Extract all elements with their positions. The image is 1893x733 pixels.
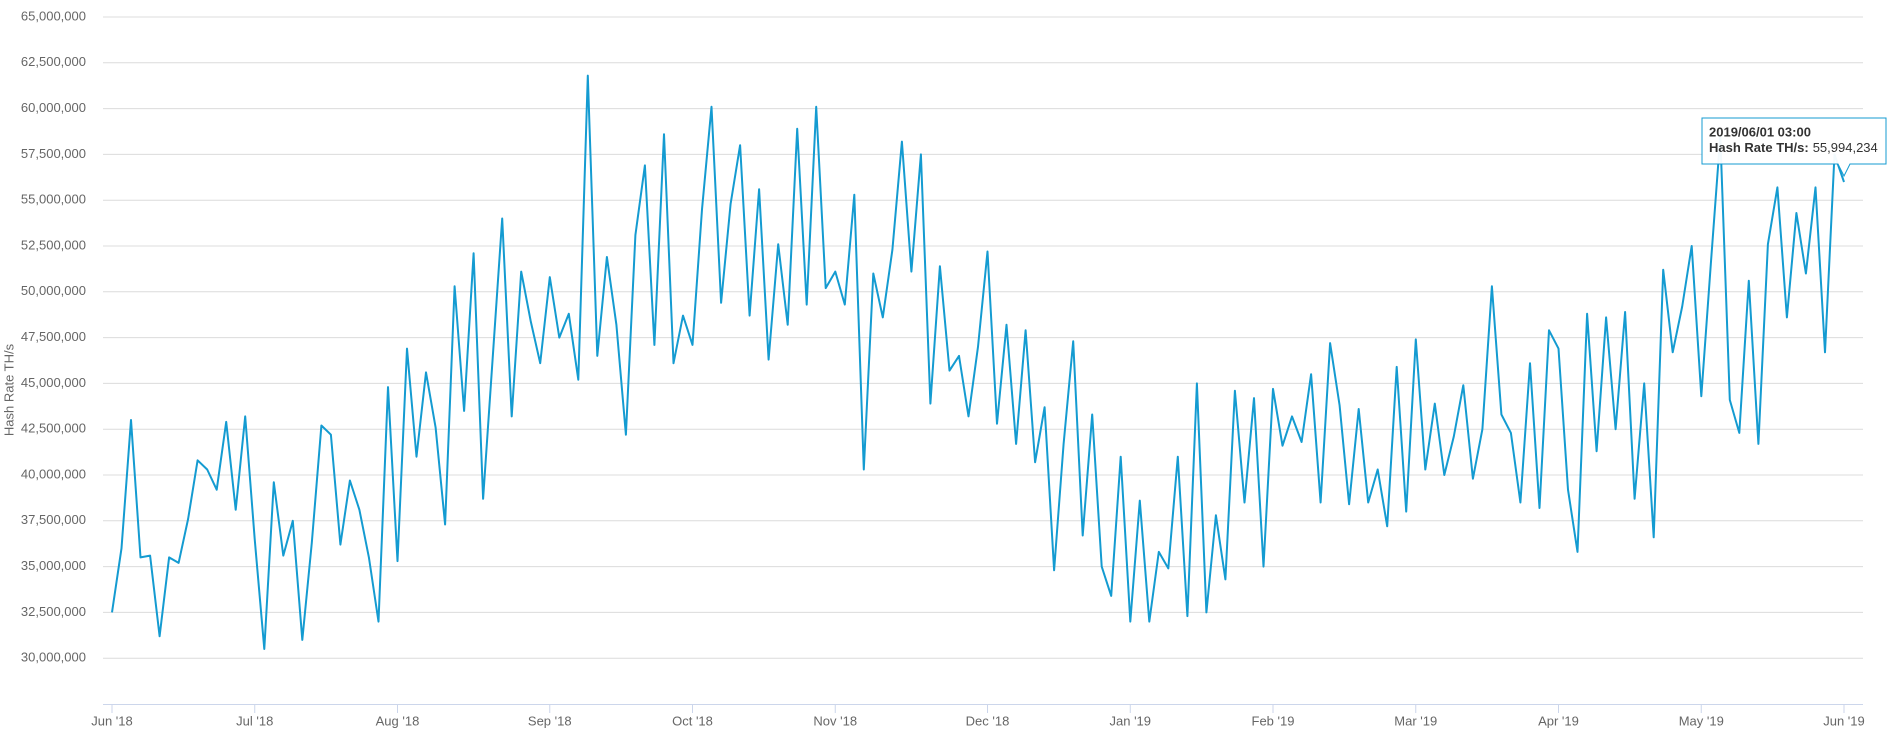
y-tick-label: 47,500,000 — [21, 329, 86, 344]
tooltip-value: 55,994,234 — [1813, 140, 1878, 155]
y-tick-label: 65,000,000 — [21, 8, 86, 23]
tooltip-label: Hash Rate TH/s: — [1709, 140, 1809, 155]
x-tick-label: Sep '18 — [528, 713, 572, 728]
x-tick-label: Aug '18 — [376, 713, 420, 728]
tooltip-row: Hash Rate TH/s: 55,994,234 — [1709, 140, 1878, 155]
x-tick-label: Jan '19 — [1110, 713, 1152, 728]
y-tick-label: 50,000,000 — [21, 283, 86, 298]
y-tick-label: 55,000,000 — [21, 192, 86, 207]
x-tick-label: Dec '18 — [966, 713, 1010, 728]
y-tick-label: 32,500,000 — [21, 604, 86, 619]
x-tick-label: Apr '19 — [1538, 713, 1579, 728]
y-tick-label: 62,500,000 — [21, 54, 86, 69]
x-tick-label: Jun '18 — [91, 713, 133, 728]
y-axis-title: Hash Rate TH/s — [1, 343, 16, 436]
y-tick-label: 42,500,000 — [21, 421, 86, 436]
x-tick-label: Jun '19 — [1823, 713, 1865, 728]
tooltip-date: 2019/06/01 03:00 — [1709, 124, 1811, 139]
x-tick-label: Nov '18 — [813, 713, 857, 728]
y-tick-label: 52,500,000 — [21, 237, 86, 252]
x-tick-label: Jul '18 — [236, 713, 273, 728]
x-tick-label: May '19 — [1679, 713, 1724, 728]
tooltip-box — [1701, 117, 1887, 178]
y-tick-label: 57,500,000 — [21, 146, 86, 161]
x-tick-label: Mar '19 — [1394, 713, 1437, 728]
x-tick-label: Feb '19 — [1252, 713, 1295, 728]
x-tick-label: Oct '18 — [672, 713, 713, 728]
y-tick-label: 30,000,000 — [21, 650, 86, 665]
y-tick-label: 40,000,000 — [21, 466, 86, 481]
y-tick-label: 45,000,000 — [21, 375, 86, 390]
y-tick-label: 60,000,000 — [21, 100, 86, 115]
data-line — [111, 74, 1845, 650]
y-tick-label: 37,500,000 — [21, 512, 86, 527]
y-tick-label: 35,000,000 — [21, 558, 86, 573]
